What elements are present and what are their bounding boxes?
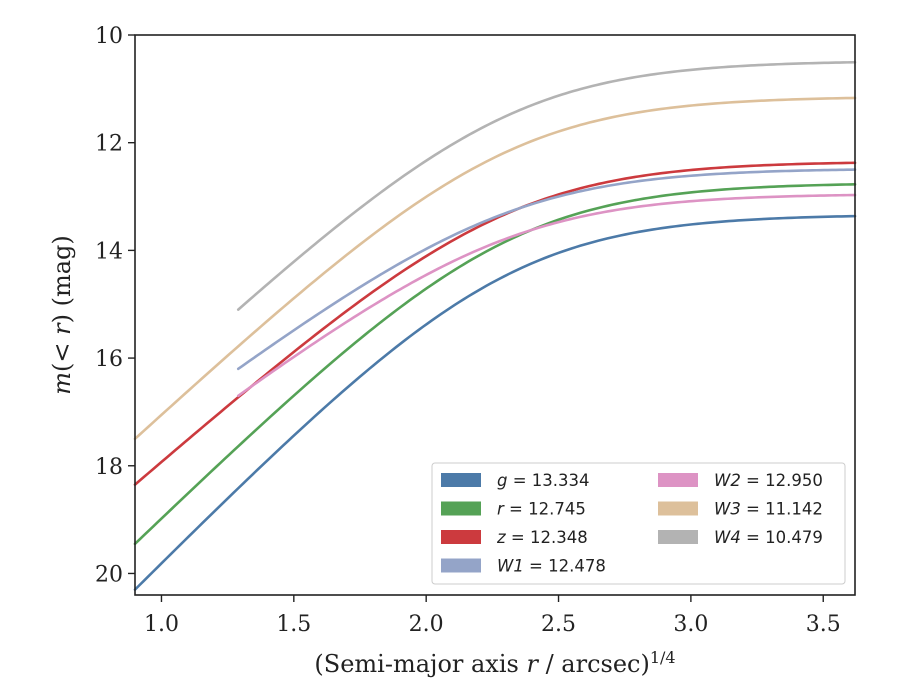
legend-box: [431, 462, 846, 585]
y-tick-label: 20: [95, 562, 123, 587]
legend-swatch: [441, 530, 481, 544]
series-line-g: [133, 214, 857, 591]
y-tick-label: 10: [95, 24, 123, 49]
legend-entry-label: g = 13.334: [497, 471, 590, 490]
x-tick-label: 1.5: [276, 612, 311, 637]
series-line-W3: [133, 96, 857, 441]
x-tick-label: 2.5: [541, 612, 576, 637]
y-tick-label: 16: [95, 347, 123, 372]
legend-swatch: [658, 530, 698, 544]
y-axis-ticks: 10 12 14 16 18 20: [95, 24, 135, 587]
legend-swatch: [441, 473, 481, 487]
plot-frame: [134, 34, 856, 596]
y-axis-label: m(< r) (mag): [48, 235, 76, 395]
legend-swatch: [441, 558, 481, 573]
legend-entry-label: W2 = 12.950: [714, 471, 823, 490]
series-line-W4: [236, 60, 857, 311]
series-line-W2: [236, 193, 857, 398]
legend-entry-label: W4 = 10.479: [714, 528, 823, 547]
legend-swatch: [658, 501, 698, 516]
y-tick-label: 14: [95, 239, 123, 264]
legend-entry-label: r = 12.745: [497, 500, 586, 519]
x-axis-label: (Semi-major axis r / arcsec)1/4: [314, 648, 675, 678]
series-curves: [133, 60, 857, 591]
x-axis-ticks: 1.0 1.5 2.0 2.5 3.0 3.5: [144, 595, 841, 637]
series-line-z: [133, 161, 857, 486]
y-tick-label: 12: [95, 132, 123, 157]
series-line-W1: [236, 168, 857, 371]
y-tick-label: 18: [95, 455, 123, 480]
series-line-r: [133, 183, 857, 546]
legend-entry-label: z = 12.348: [496, 528, 588, 547]
x-tick-label: 3.0: [673, 612, 708, 637]
legend-swatch: [441, 501, 481, 516]
legend: g = 13.334 r = 12.745 z = 12.348 W1 = 12.47…: [431, 462, 846, 585]
x-tick-label: 2.0: [409, 612, 444, 637]
legend-entry-label: W1 = 12.478: [497, 557, 606, 576]
x-tick-label: 1.0: [144, 612, 179, 637]
x-tick-label: 3.5: [806, 612, 841, 637]
legend-entry-label: W3 = 11.142: [714, 500, 823, 519]
legend-swatch: [658, 473, 698, 487]
